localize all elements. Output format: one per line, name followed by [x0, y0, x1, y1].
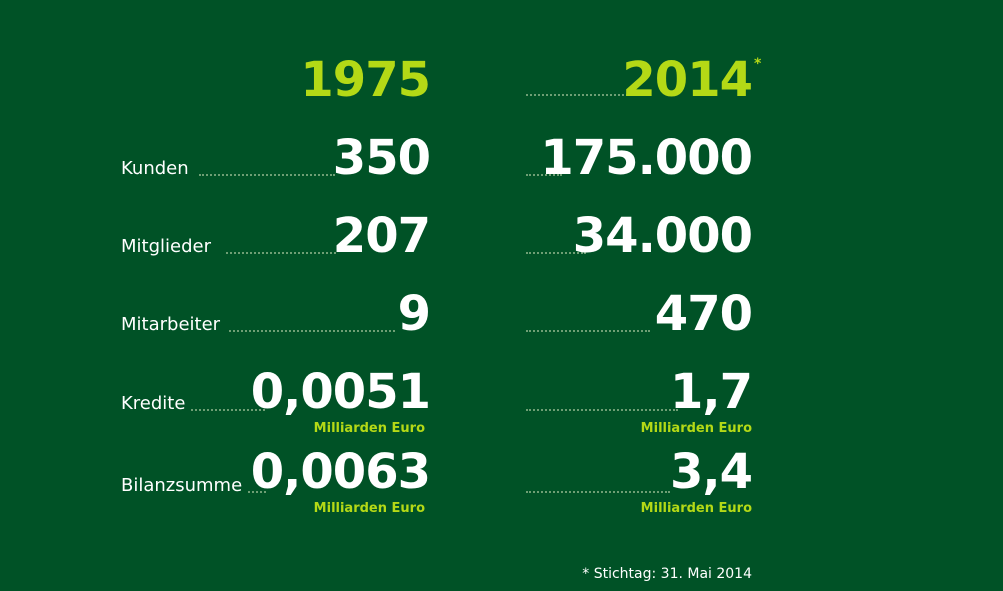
row-kredite-unit-1975: Milliarden Euro [313, 421, 425, 436]
row-kredite-unit-2014: Milliarden Euro [640, 421, 752, 436]
row-kunden-value-1975: 350 [332, 130, 431, 186]
row-mitglieder-leader-dots-1975 [226, 252, 336, 254]
row-bilanzsumme-leader-dots-1975 [248, 491, 266, 493]
row-label-bilanzsumme: Bilanzsumme [121, 475, 243, 496]
year-1975-heading: 1975 [300, 52, 431, 108]
footnote-stichtag: * Stichtag: 31. Mai 2014 [582, 566, 752, 582]
year-2014-heading: 2014 [622, 52, 753, 108]
row-kunden-leader-dots-1975 [199, 174, 335, 176]
row-kredite-value-1975: 0,0051 [250, 364, 431, 420]
row-label-mitarbeiter: Mitarbeiter [121, 314, 221, 335]
row-bilanzsumme-unit-1975: Milliarden Euro [313, 501, 425, 516]
row-label-mitglieder: Mitglieder [121, 236, 211, 257]
row-mitglieder-value-1975: 207 [332, 208, 431, 264]
row-bilanzsumme-value-1975: 0,0063 [250, 444, 431, 500]
row-kunden-leader-dots-2014 [526, 174, 562, 176]
row-kredite-leader-dots-1975 [191, 409, 265, 411]
row-bilanzsumme-value-2014: 3,4 [669, 444, 753, 500]
row-mitarbeiter-leader-dots-2014 [526, 330, 650, 332]
row-kunden-value-2014: 175.000 [540, 130, 753, 186]
row-kredite-value-2014: 1,7 [669, 364, 753, 420]
row-mitarbeiter-value-2014: 470 [654, 286, 753, 342]
header-leader-dots [526, 94, 628, 96]
row-bilanzsumme-unit-2014: Milliarden Euro [640, 501, 752, 516]
row-mitarbeiter-leader-dots-1975 [229, 330, 395, 332]
row-mitglieder-value-2014: 34.000 [572, 208, 753, 264]
row-kredite-leader-dots-2014 [526, 409, 678, 411]
row-mitglieder-leader-dots-2014 [526, 252, 586, 254]
row-mitarbeiter-value-1975: 9 [397, 286, 431, 342]
row-bilanzsumme-leader-dots-2014 [526, 491, 670, 493]
year-2014-footnote-marker: * [754, 56, 762, 72]
row-label-kunden: Kunden [121, 158, 189, 179]
row-label-kredite: Kredite [121, 393, 186, 414]
